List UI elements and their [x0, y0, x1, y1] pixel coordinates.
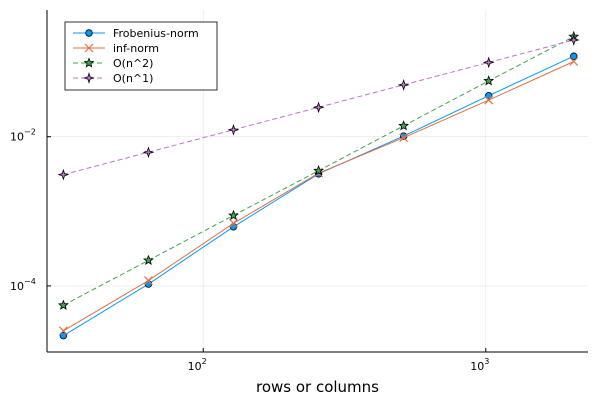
data-point	[229, 218, 238, 228]
series-line-0	[63, 55, 574, 337]
plot-series	[57, 30, 580, 340]
data-point	[570, 52, 578, 60]
data-point	[144, 276, 153, 285]
data-point	[143, 254, 154, 265]
data-point	[58, 326, 68, 336]
y-tick-exponent: −4	[24, 277, 36, 286]
data-point	[484, 91, 493, 100]
legend-label: inf-norm	[113, 42, 159, 55]
data-point	[567, 34, 580, 46]
data-point	[227, 123, 240, 136]
data-point	[398, 120, 410, 131]
legend-marker	[84, 43, 94, 53]
data-point	[228, 209, 239, 221]
legend-label: Frobenius-norm	[113, 27, 199, 40]
x-tick-base: 10	[470, 360, 484, 373]
x-tick-exponent: 3	[484, 357, 489, 366]
data-point	[59, 332, 68, 340]
y-tick-label: 10−2	[10, 128, 36, 144]
legend-marker	[83, 72, 95, 84]
data-point	[57, 168, 70, 181]
data-point	[569, 57, 579, 66]
data-point	[57, 299, 69, 310]
y-tick-label: 10−4	[10, 277, 36, 293]
x-tick-label: 103	[470, 357, 489, 373]
legend-marker	[85, 29, 93, 37]
data-point	[312, 101, 325, 114]
data-point	[313, 165, 324, 176]
data-point	[142, 146, 155, 159]
data-point	[484, 95, 494, 105]
x-tick-exponent: 2	[202, 357, 207, 366]
data-point	[397, 78, 410, 91]
legend: Frobenius-norm inf-norm O(n^2) O(n^1)	[64, 21, 218, 91]
x-tick-base: 10	[188, 360, 202, 373]
y-tick-base: 10	[10, 131, 24, 144]
x-axis-title: rows or columns	[256, 378, 379, 396]
x-tick-label: 102	[188, 357, 207, 373]
legend-marker	[83, 57, 95, 68]
y-tick-base: 10	[10, 280, 24, 293]
data-point	[483, 75, 495, 86]
data-point	[399, 133, 409, 143]
y-tick-exponent: −2	[24, 128, 36, 137]
data-point	[482, 56, 495, 69]
legend-label: O(n^1)	[113, 72, 153, 85]
grid	[47, 10, 588, 352]
legend-label: O(n^2)	[113, 57, 153, 70]
